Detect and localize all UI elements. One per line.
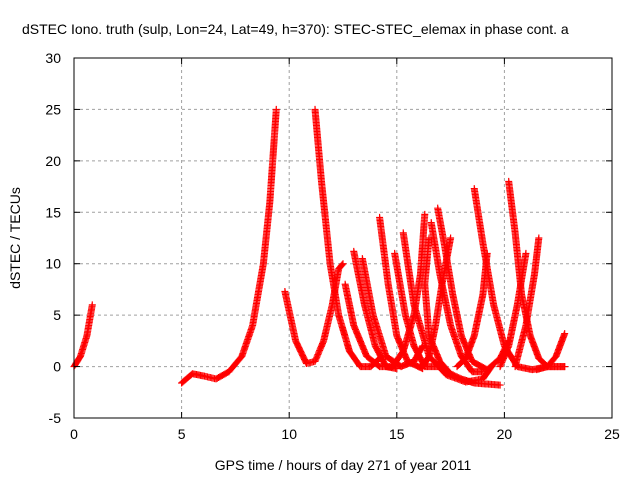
x-tick-label: 20	[497, 426, 513, 442]
x-tick-label: 0	[70, 426, 78, 442]
series-markers	[511, 234, 543, 371]
series-markers	[350, 247, 401, 373]
plot-border	[73, 57, 613, 419]
series-markers	[376, 213, 427, 373]
series-arc8	[376, 213, 427, 373]
data-marks	[70, 105, 569, 389]
chart-title: dSTEC Iono. truth (sulp, Lon=24, Lat=49,…	[22, 21, 569, 37]
series-arc19	[511, 234, 543, 371]
series-markers	[419, 234, 455, 371]
x-tick-label: 25	[604, 426, 620, 442]
x-tick-label: 5	[178, 426, 186, 442]
series-arc7	[358, 255, 427, 371]
y-tick-label: 30	[45, 50, 61, 66]
y-tick-label: 0	[53, 359, 61, 375]
x-tick-label: 10	[281, 426, 297, 442]
series-markers	[453, 249, 491, 371]
y-tick-label: 10	[45, 256, 61, 272]
y-tick-label: 15	[45, 204, 61, 220]
series-arc2	[178, 105, 280, 387]
y-axis-label: dSTEC / TECUs	[7, 187, 23, 289]
y-axis: -5 0 5 10 15 20 25 30	[45, 50, 612, 426]
series-arc14	[419, 234, 455, 371]
y-tick-label: 20	[45, 153, 61, 169]
series-markers	[178, 105, 280, 387]
grid	[74, 58, 612, 418]
series-arc18	[496, 249, 530, 371]
series-arc17	[453, 249, 491, 371]
x-axis: 0 5 10 15 20 25	[70, 58, 620, 442]
y-tick-label: 25	[45, 101, 61, 117]
series-arc6	[350, 247, 401, 373]
series-markers	[496, 249, 530, 371]
series-arc4	[311, 105, 384, 371]
series-markers	[391, 249, 444, 371]
y-tick-label: 5	[53, 307, 61, 323]
x-axis-label: GPS time / hours of day 271 of year 2011	[215, 457, 472, 473]
series-arc20	[533, 330, 569, 374]
x-tick-label: 15	[389, 426, 405, 442]
series-markers	[311, 105, 384, 371]
series-markers	[533, 330, 569, 374]
y-tick-label: -5	[49, 410, 62, 426]
series-arc9	[391, 249, 444, 371]
series-markers	[358, 255, 427, 371]
